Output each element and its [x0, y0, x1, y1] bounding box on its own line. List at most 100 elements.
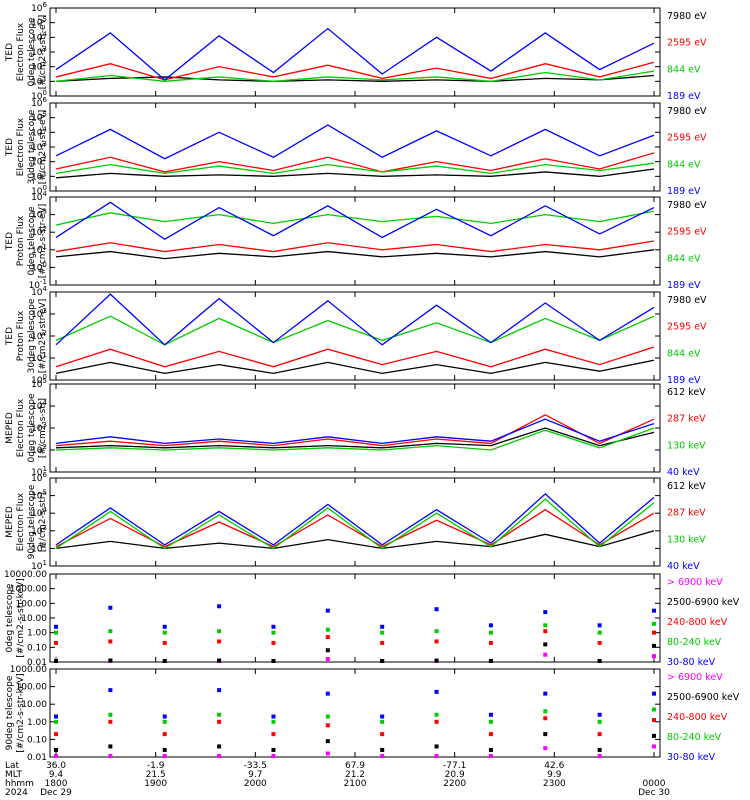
data-point	[652, 621, 656, 626]
data-point	[162, 659, 167, 663]
legend-entry: 612 keV	[667, 387, 706, 398]
series-line	[55, 70, 655, 82]
data-point	[434, 639, 439, 644]
y-axis-label: [#/cm2-s-str-eV]	[38, 299, 48, 374]
series-line	[55, 359, 655, 375]
data-point	[108, 658, 113, 663]
y-axis-label: 30deg telescope	[27, 298, 37, 373]
y-tick-label: 104	[31, 125, 47, 138]
data-point	[488, 623, 493, 628]
legend-entry: 40 keV	[667, 561, 700, 572]
data-point	[597, 754, 602, 758]
y-tick-label: 1000.00	[10, 585, 47, 595]
data-point	[434, 712, 439, 717]
data-point	[652, 608, 656, 613]
series-line	[55, 240, 655, 253]
y-axis-label: [#/cm2-s-str-keV]	[16, 673, 26, 752]
data-point	[434, 629, 439, 634]
x-tick-label: 0000	[643, 779, 666, 789]
legend-entry: 189 eV	[667, 280, 701, 291]
data-point	[217, 719, 222, 724]
data-point	[597, 719, 602, 724]
y-axis-label: [#/cm2-s-str-eV]	[38, 204, 48, 279]
plot-frame	[49, 477, 661, 567]
y-axis-label: 30deg telescope	[27, 109, 37, 184]
y-axis-label: [#/cm2-s-str]	[38, 398, 48, 458]
series-line	[55, 162, 655, 175]
y-axis-label: [#/cm2-s-str]	[38, 492, 48, 552]
data-point	[597, 630, 602, 635]
data-point	[543, 746, 548, 751]
legend-entry: 2595 eV	[667, 38, 707, 49]
y-tick-label: 103	[31, 421, 47, 434]
y-axis-label: Electron Flux	[16, 492, 26, 551]
y-tick-label: 105	[31, 489, 47, 502]
series-line	[55, 61, 655, 81]
data-point	[488, 640, 493, 645]
y-axis-label: 0deg telescope	[27, 393, 37, 463]
y-axis-label: Electron Flux	[16, 398, 26, 457]
data-point	[380, 754, 385, 758]
y-tick-label: 100.00	[16, 599, 48, 609]
legend-entry: 7980 eV	[667, 295, 707, 306]
y-tick-label: 103	[31, 307, 47, 320]
data-point	[108, 719, 113, 724]
legend-entry: 130 keV	[667, 440, 706, 451]
data-point	[543, 691, 548, 696]
data-point	[162, 754, 167, 758]
data-point	[325, 627, 330, 632]
data-point	[54, 732, 58, 737]
data-point	[380, 630, 385, 635]
x-tick-label: 2300	[543, 779, 566, 789]
data-point	[54, 714, 58, 719]
y-axis-label: [#/cm2-s-str-keV]	[16, 578, 26, 657]
data-point	[652, 707, 656, 712]
x-row-label: hhmm	[5, 779, 34, 789]
plot-frame	[49, 668, 661, 758]
y-tick-label: 100	[31, 89, 47, 102]
data-point	[217, 639, 222, 644]
series-line	[55, 498, 655, 550]
y-tick-label: 104	[31, 190, 47, 203]
y-tick-label: 106	[31, 1, 47, 14]
data-point	[543, 629, 548, 634]
data-point	[54, 630, 58, 635]
series-line	[55, 414, 655, 447]
panel-4: 100 101 102 103 104 TED Proton Flux 30deg teles…	[5, 285, 707, 386]
y-tick-label: 106	[31, 96, 47, 109]
data-point	[652, 744, 656, 749]
panel-3: 10-1 100 101 102 103 104 TED Proton Flux 0deg te…	[5, 190, 707, 291]
legend-entry: 2595 eV	[667, 133, 707, 144]
data-point	[217, 744, 222, 749]
data-point	[380, 659, 385, 663]
data-point	[380, 714, 385, 719]
legend-entry: 844 eV	[667, 159, 701, 170]
data-point	[217, 629, 222, 634]
y-tick-label: 100.00	[16, 683, 48, 693]
x-tick-label: 9.9	[547, 770, 562, 780]
data-point	[488, 630, 493, 635]
series-line	[55, 346, 655, 368]
data-point	[488, 712, 493, 717]
data-point	[271, 640, 276, 645]
series-line	[55, 492, 655, 546]
y-tick-label: 104	[31, 30, 47, 43]
y-tick-label: 102	[31, 443, 47, 456]
y-tick-label: 0.01	[27, 658, 47, 668]
y-tick-label: 103	[31, 140, 47, 153]
legend-entry: 189 eV	[667, 186, 701, 197]
data-point	[597, 659, 602, 663]
y-tick-label: 101	[31, 351, 47, 364]
x-tick-label: 1900	[144, 779, 167, 789]
data-point	[597, 747, 602, 752]
y-axis-label: TED	[5, 138, 15, 157]
y-axis-label: TED	[5, 43, 15, 62]
x-tick-label: 2000	[244, 779, 267, 789]
legend-entry: 2500-6900 keV	[667, 597, 740, 608]
data-point	[543, 610, 548, 615]
data-point	[380, 747, 385, 752]
y-axis-label: Electron Flux	[16, 22, 26, 81]
